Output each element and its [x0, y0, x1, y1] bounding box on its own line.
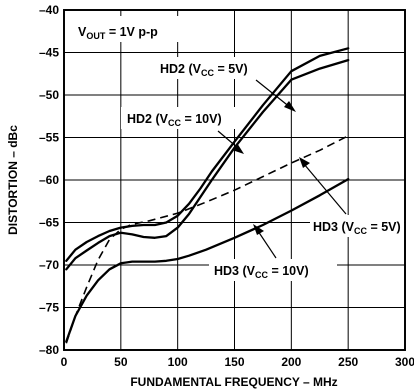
annotation-hd3-5v: HD3 (VCC = 5V)	[299, 157, 404, 237]
series-line-1	[65, 58, 350, 271]
x-tick-label: 200	[281, 355, 301, 369]
y-tick-label: –50	[39, 88, 59, 102]
svg-text:HD2 (VCC = 5V): HD2 (VCC = 5V)	[160, 62, 248, 78]
svg-text:VOUT = 1V p-p: VOUT = 1V p-p	[78, 25, 158, 41]
series-line-3	[65, 177, 350, 343]
condition-annotation: VOUT = 1V p-p	[73, 16, 181, 42]
series-line-2	[65, 135, 349, 344]
svg-text:HD3 (VCC = 5V): HD3 (VCC = 5V)	[313, 220, 401, 236]
y-tick-label: –80	[39, 343, 59, 357]
y-tick-label: –45	[39, 46, 59, 60]
condition-sub: OUT	[86, 31, 106, 41]
x-tick-label: 250	[338, 355, 358, 369]
annotation-hd2-10v: HD2 (VCC = 10V)	[121, 107, 244, 154]
x-axis-title: FUNDAMENTAL FREQUENCY – MHz	[130, 375, 337, 389]
plot-frame-border	[63, 9, 406, 351]
svg-text:HD3 (VCC = 10V): HD3 (VCC = 10V)	[214, 264, 309, 280]
y-tick-label: –70	[39, 258, 59, 272]
series-lines	[65, 47, 350, 344]
y-axis-title: DISTORTION – dBc	[6, 125, 20, 235]
annotation-hd2-5v: HD2 (VCC = 5V)	[154, 57, 296, 112]
annotation-hd3-10v: HD3 (VCC = 10V)	[209, 224, 337, 281]
x-tick-label: 100	[168, 355, 188, 369]
x-tick-label: 150	[224, 355, 244, 369]
y-tick-label: –60	[39, 173, 59, 187]
x-tick-label: 50	[114, 355, 128, 369]
x-tick-label: 300	[395, 355, 414, 369]
condition-v: V	[78, 25, 87, 39]
condition-rest: = 1V p-p	[105, 25, 158, 39]
y-tick-label: –65	[39, 216, 59, 230]
tick-labels: 0 50 100 150 200 250 300 –40 –45 –50 –55 –60 –65 –70 –…	[39, 3, 414, 369]
series-line-0	[65, 47, 350, 262]
svg-text:HD2 (VCC = 10V): HD2 (VCC = 10V)	[127, 112, 222, 128]
x-tick-label: 0	[61, 355, 68, 369]
y-tick-label: –40	[39, 3, 59, 17]
y-tick-label: –55	[39, 131, 59, 145]
y-tick-label: –75	[39, 301, 59, 315]
